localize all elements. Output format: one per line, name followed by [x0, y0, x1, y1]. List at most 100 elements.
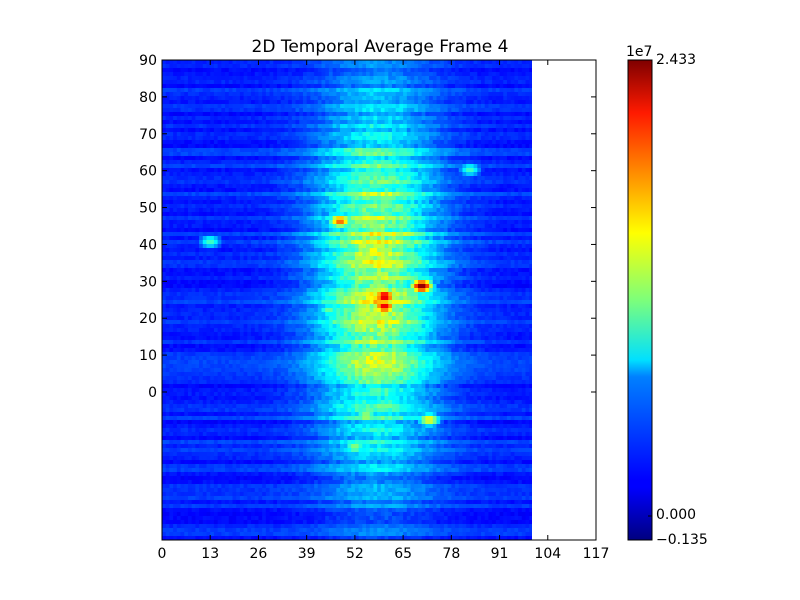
heatmap-cell [276, 172, 282, 177]
heatmap-cell [388, 160, 393, 165]
heatmap-cell [169, 216, 174, 221]
heatmap-cell [280, 200, 286, 205]
heatmap-cell [184, 136, 189, 141]
heatmap-cell [169, 244, 174, 249]
heatmap-cell [217, 76, 222, 81]
heatmap-cell [269, 144, 274, 149]
heatmap-cell [377, 196, 382, 201]
heatmap-cell [425, 172, 430, 177]
heatmap-cell [451, 92, 456, 97]
heatmap-cell [184, 200, 189, 205]
heatmap-cell [351, 164, 356, 169]
heatmap-cell [395, 144, 400, 149]
heatmap-cell [388, 68, 393, 73]
heatmap-cell [165, 224, 171, 229]
heatmap-cell [358, 184, 363, 189]
heatmap-cell [429, 160, 434, 165]
heatmap-cell [373, 132, 378, 137]
heatmap-cell [343, 188, 349, 193]
heatmap-cell [443, 100, 449, 105]
heatmap-cell [447, 112, 452, 117]
heatmap-cell [455, 128, 460, 133]
heatmap-cell [195, 112, 200, 117]
heatmap-cell [425, 220, 430, 225]
heatmap-cell [325, 184, 330, 189]
heatmap-cell [436, 252, 441, 257]
heatmap-cell [481, 76, 486, 81]
heatmap-cell [232, 168, 237, 173]
heatmap-cell [173, 96, 178, 101]
heatmap-cell [451, 172, 456, 177]
heatmap-cell [403, 180, 408, 185]
heatmap-cell [510, 160, 515, 165]
heatmap-cell [481, 200, 486, 205]
heatmap-cell [317, 136, 323, 141]
heatmap-cell [258, 164, 263, 169]
heatmap-cell [369, 252, 375, 257]
heatmap-cell [354, 96, 360, 101]
heatmap-cell [436, 88, 441, 93]
heatmap-cell [443, 88, 449, 93]
heatmap-cell [165, 228, 171, 233]
heatmap-cell [503, 140, 508, 145]
heatmap-cell [514, 140, 519, 145]
heatmap-cell [406, 220, 412, 225]
heatmap-cell [276, 64, 282, 69]
heatmap-cell [369, 176, 375, 181]
heatmap-cell [518, 160, 523, 165]
heatmap-cell [492, 240, 497, 245]
heatmap-cell [343, 144, 349, 149]
heatmap-cell [247, 228, 252, 233]
heatmap-cell [451, 244, 456, 249]
heatmap-cell [447, 72, 452, 77]
heatmap-cell [343, 76, 349, 81]
heatmap-cell [525, 72, 530, 77]
heatmap-cell [425, 152, 430, 157]
heatmap-cell [473, 196, 478, 201]
heatmap-cell [518, 60, 523, 65]
heatmap-cell [173, 124, 178, 129]
heatmap-cell [492, 60, 497, 65]
heatmap-cell [225, 176, 230, 181]
heatmap-cell [276, 96, 282, 101]
heatmap-cell [317, 168, 323, 173]
heatmap-cell [429, 128, 434, 133]
heatmap-cell [481, 144, 486, 149]
heatmap-cell [466, 212, 471, 217]
heatmap-cell [173, 188, 178, 193]
heatmap-cell [206, 112, 211, 117]
heatmap-cell [503, 120, 508, 125]
heatmap-cell [206, 252, 211, 257]
heatmap-cell [440, 112, 445, 117]
heatmap-cell [276, 72, 282, 77]
heatmap-cell [410, 92, 415, 97]
heatmap-cell [503, 212, 508, 217]
heatmap-cell [429, 68, 434, 73]
heatmap-cell [377, 220, 382, 225]
heatmap-cell [217, 248, 222, 253]
heatmap-cell [299, 136, 304, 141]
heatmap-cell [462, 220, 467, 225]
heatmap-cell [202, 120, 208, 125]
heatmap-cell [440, 72, 445, 77]
heatmap-cell [414, 136, 419, 141]
heatmap-cell [280, 92, 286, 97]
heatmap-cell [466, 88, 471, 93]
heatmap-cell [477, 132, 482, 137]
heatmap-cell [429, 168, 434, 173]
heatmap-cell [251, 208, 256, 213]
heatmap-cell [388, 152, 393, 157]
heatmap-cell [525, 124, 530, 129]
heatmap-cell [510, 220, 515, 225]
heatmap-cell [521, 216, 527, 221]
heatmap-cell [391, 68, 397, 73]
heatmap-cell [481, 60, 486, 65]
heatmap-cell [251, 96, 256, 101]
heatmap-cell [251, 68, 256, 73]
heatmap-cell [310, 84, 315, 89]
heatmap-cell [510, 192, 515, 197]
heatmap-cell [499, 196, 504, 201]
heatmap-cell [310, 152, 315, 157]
heatmap-cell [187, 96, 193, 101]
heatmap-cell [239, 68, 245, 73]
